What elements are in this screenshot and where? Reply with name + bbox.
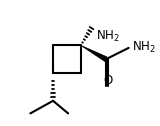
Polygon shape	[81, 45, 107, 61]
Text: NH$_2$: NH$_2$	[96, 29, 120, 44]
Text: NH$_2$: NH$_2$	[132, 40, 156, 55]
Text: O: O	[104, 74, 113, 87]
